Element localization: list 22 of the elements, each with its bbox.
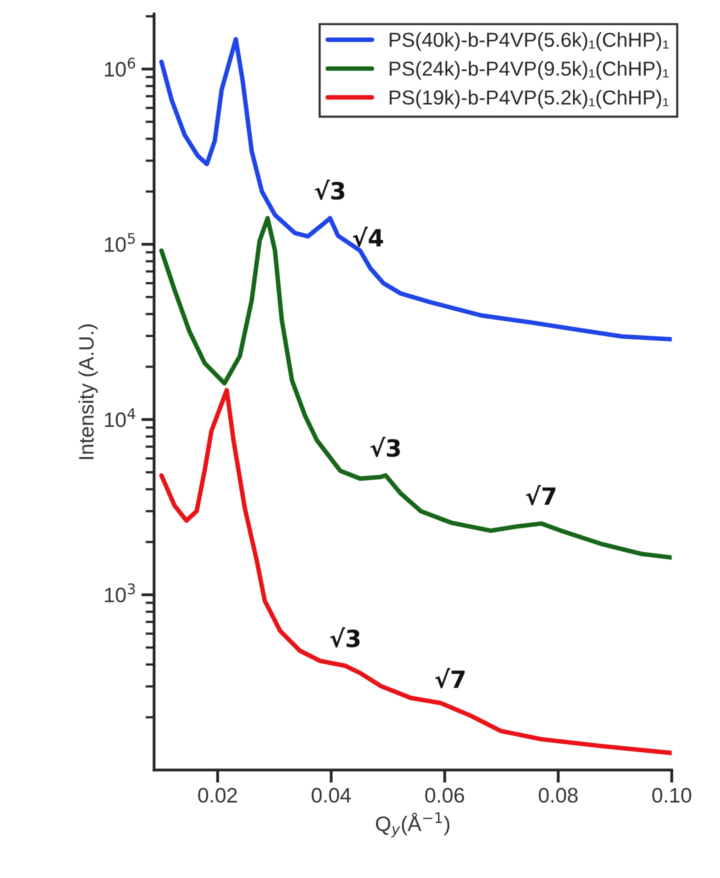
legend-label: PS(24k)-b-P4VP(9.5k)₁(ChHP)₁	[390, 61, 669, 80]
annotation: √3	[314, 180, 344, 200]
annotation: √7	[526, 484, 556, 506]
x-tick-label: 0.06	[425, 788, 464, 803]
annotation: √7	[435, 668, 465, 688]
y-tick-label: 10$^{5}$	[104, 233, 135, 252]
legend-label: PS(40k)-b-P4VP(5.6k)₁(ChHP)₁	[390, 32, 669, 51]
y-tick-label: 10$^{4}$	[104, 408, 136, 428]
line-series	[159, 388, 672, 756]
line-series	[159, 216, 672, 560]
annotation: √3	[370, 436, 400, 458]
x-axis-title: Q$_{y}$(Å$^{−1}$)	[376, 812, 450, 838]
legend-label: PS(19k)-b-P4VP(5.2k)₁(ChHP)₁	[390, 90, 669, 109]
x-tick-label: 0.04	[312, 788, 351, 803]
y-tick-label: 10$^{6}$	[104, 58, 136, 77]
x-tick-label: 0.08	[538, 788, 578, 803]
x-tick-label: 0.10	[652, 788, 692, 803]
y-tick-label: 10$^{3}$	[104, 583, 135, 602]
x-tick-label: 0.02	[198, 788, 237, 803]
annotation: √4	[352, 226, 384, 247]
y-axis-title: Intensity (A.U.)	[78, 324, 98, 459]
annotation: √3	[330, 627, 360, 648]
